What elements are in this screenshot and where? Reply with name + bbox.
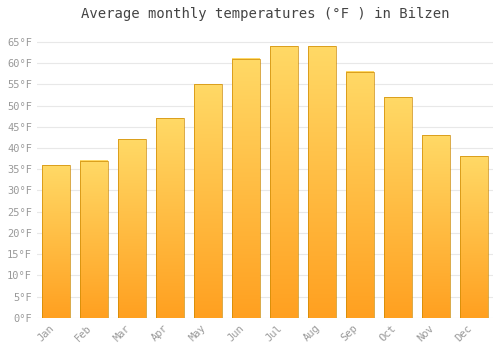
Bar <box>460 156 487 318</box>
Bar <box>156 118 184 318</box>
Bar <box>194 84 222 318</box>
Bar <box>232 59 260 318</box>
Bar <box>422 135 450 318</box>
Bar <box>42 165 70 318</box>
Bar <box>308 46 336 318</box>
Bar <box>270 46 297 318</box>
Title: Average monthly temperatures (°F ) in Bilzen: Average monthly temperatures (°F ) in Bi… <box>80 7 449 21</box>
Bar <box>346 71 374 318</box>
Bar <box>384 97 411 318</box>
Bar <box>118 140 146 318</box>
Bar <box>80 161 108 318</box>
